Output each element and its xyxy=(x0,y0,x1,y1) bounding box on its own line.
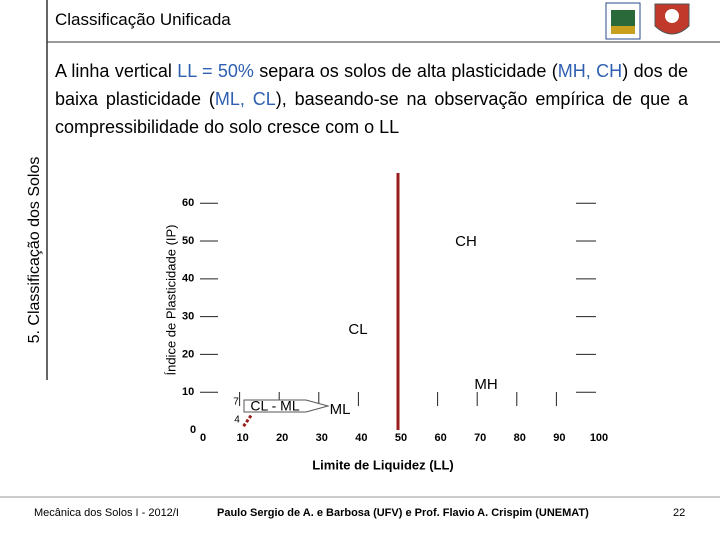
y-tick-label: 50 xyxy=(182,235,194,247)
x-tick-label: 60 xyxy=(434,432,446,444)
x-axis-label: Limite de Liquidez (LL) xyxy=(312,457,454,472)
slide-title: Classificação Unificada xyxy=(55,10,231,29)
x-tick-label: 70 xyxy=(474,432,486,444)
page-number: 22 xyxy=(673,507,686,519)
body-segment: LL = 50% xyxy=(177,61,254,81)
region-label: ML xyxy=(330,401,351,418)
body-segment: separa os solos de alta plasticidade ( xyxy=(253,61,558,81)
footer-center: Paulo Sergio de A. e Barbosa (UFV) e Pro… xyxy=(217,507,589,519)
y-tick-label: 60 xyxy=(182,197,194,209)
x-tick-label: 0 xyxy=(200,432,206,444)
x-tick-label: 50 xyxy=(395,432,407,444)
y-tick-label: 20 xyxy=(182,348,194,360)
y-tick-label: 0 xyxy=(190,424,196,436)
logos xyxy=(605,2,690,40)
data-line xyxy=(242,414,253,428)
y-axis-label: Índice de Plasticidade (IP) xyxy=(163,224,178,375)
body-text: A linha vertical LL = 50% separa os solo… xyxy=(55,57,688,141)
region-label: CL xyxy=(348,321,367,338)
region-label: MH xyxy=(474,376,497,393)
x-tick-label: 80 xyxy=(514,432,526,444)
region-label: CH xyxy=(455,233,477,250)
side-label: 5. Classificação dos Solos xyxy=(26,157,43,344)
y-tick-label: 40 xyxy=(182,273,194,285)
region-label: 7 xyxy=(233,397,239,408)
region-label: 4 xyxy=(234,415,240,426)
x-tick-label: 90 xyxy=(553,432,565,444)
body-segment: MH, CH xyxy=(557,61,623,81)
x-tick-label: 20 xyxy=(276,432,288,444)
y-tick-label: 10 xyxy=(182,386,194,398)
body-segment: A linha vertical xyxy=(55,61,178,81)
footer-left: Mecânica dos Solos I - 2012/I xyxy=(34,507,179,519)
y-tick-label: 30 xyxy=(182,311,194,323)
x-tick-label: 10 xyxy=(236,432,248,444)
body-segment: ) dos de baixa plasticidade ( xyxy=(55,61,688,109)
x-tick-label: 30 xyxy=(316,432,328,444)
body-segment: ), baseando-se na observação empírica de… xyxy=(55,89,689,137)
region-label: CL - ML xyxy=(250,398,299,414)
x-tick-label: 40 xyxy=(355,432,367,444)
body-segment: ML, CL xyxy=(214,89,276,109)
x-tick-label: 100 xyxy=(590,432,608,444)
callout-box xyxy=(243,399,330,413)
